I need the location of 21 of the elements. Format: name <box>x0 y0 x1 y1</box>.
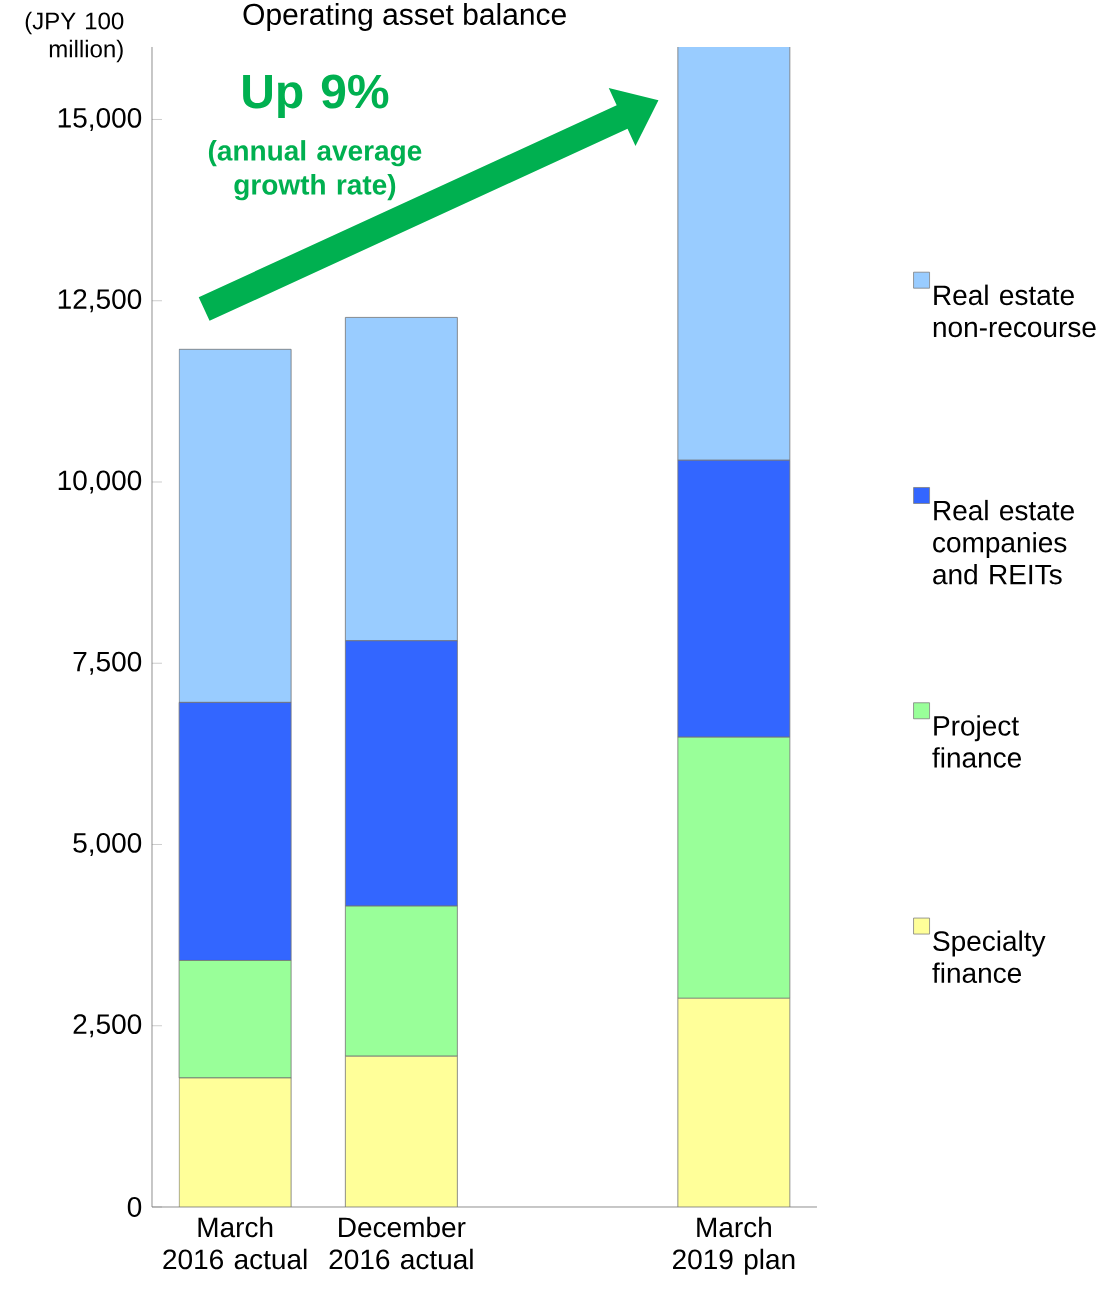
y-tick-label: 7,500 <box>73 651 142 675</box>
legend-label: Real estate non-recourse <box>933 284 1096 338</box>
legend-label: Specialty finance <box>932 930 1046 984</box>
bar <box>677 46 791 461</box>
chart-title: Operating asset balance <box>243 3 566 31</box>
y-tick-label: 12,500 <box>58 289 142 313</box>
y-tick-label: 0 <box>127 1197 142 1217</box>
x-tick-label: December 2016 actual <box>329 1216 473 1270</box>
y-tick-label: 2,500 <box>73 1014 142 1038</box>
bar <box>344 317 458 642</box>
annotation: Up 9% <box>243 74 389 119</box>
bar <box>178 348 292 703</box>
y-tick-label: 5,000 <box>73 832 142 857</box>
legend-label: Project finance <box>932 715 1021 768</box>
y-axis-title: (JPY 100 million) <box>25 11 124 63</box>
y-tick-label: 10,000 <box>58 470 142 494</box>
x-tick-label: March 2016 actual <box>163 1216 307 1270</box>
x-tick-label: March 2019 plan <box>673 1216 795 1275</box>
annotation: (annual average growth rate) <box>208 140 422 201</box>
legend-label: Real estate companies and REITs <box>933 499 1074 585</box>
y-tick-label: 15,000 <box>58 107 142 132</box>
